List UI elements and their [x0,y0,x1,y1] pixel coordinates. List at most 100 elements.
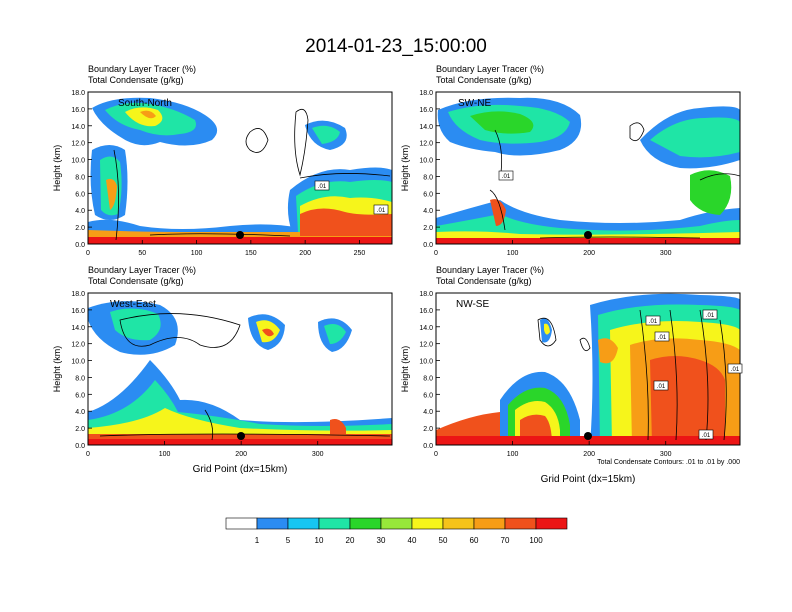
low-level [88,360,392,445]
x-tick-label: 100 [507,451,519,458]
contour-label: .01 [649,319,658,325]
x-axis: 0 100 200 300 [434,441,672,458]
low-level [436,170,740,244]
contour-label-box [373,204,389,215]
contour-label-box [727,363,743,374]
y-axis: 0.0 2.0 4.0 6.0 8.0 10.0 12.0 14.0 16.0 18.0 Heigh… [400,291,440,450]
contour-label: .01 [657,384,666,390]
contour-label-box [702,309,718,320]
x-axis: 0 50 100 150 200 250 [86,240,365,257]
y-axis-title: Height (km) [52,346,62,393]
colorbar-label: 30 [377,536,386,545]
panel-heading-condensate: Total Condensate (g/kg) [88,75,184,85]
tracer-field [436,92,740,244]
y-tick-label: 6.0 [75,392,85,399]
panel-sw-ne: Boundary Layer Tracer (%) Total Condensa… [400,64,741,257]
colorbar-label: 70 [501,536,510,545]
y-tick-label: 14.0 [71,325,85,332]
contour-label-box [498,170,514,181]
contour-label: .01 [658,335,667,341]
contour-labels: .01 [498,170,514,181]
x-tick-label: 100 [507,250,519,257]
colorbar-label: 5 [286,536,291,545]
colorbar-swatch [318,517,351,530]
panel-heading-tracer: Boundary Layer Tracer (%) [88,265,196,275]
x-axis: 0 100 200 300 [86,441,324,458]
x-axis-title: Grid Point (dx=15km) [541,474,636,485]
x-tick-label: 50 [138,250,146,257]
y-tick-label: 2.0 [423,225,433,232]
contour-label: .01 [502,174,511,180]
contour-label: .01 [731,367,740,373]
x-tick-label: 0 [434,451,438,458]
y-tick-label: 16.0 [419,308,433,315]
y-tick-label: 8.0 [75,174,85,181]
x-tick-label: 200 [583,250,595,257]
contour-label-box [698,429,714,440]
y-tick-label: 0.0 [423,443,433,450]
colorbar-swatch [349,517,382,530]
figure-title: 2014-01-23_15:00:00 [305,36,487,57]
location-marker [236,231,244,239]
x-tick-label: 250 [354,250,366,257]
contour-label-box [314,180,330,191]
y-tick-label: 0.0 [75,443,85,450]
colorbar-swatch [442,517,475,530]
low-level [436,412,740,445]
y-tick-label: 14.0 [419,325,433,332]
tracer-field [88,293,392,445]
tracer-field [436,293,740,445]
contour-label: .01 [318,184,327,190]
y-axis: 0.0 2.0 4.0 6.0 8.0 10.0 12.0 14.0 16.0 18.0 Heigh… [400,90,440,249]
contour-labels: .01 .01 .01 .01 .01 .01 [645,309,743,440]
column-left [90,145,128,220]
x-tick-label: 300 [660,250,672,257]
colorbar-swatch [225,517,258,530]
colorbar-swatch [287,517,320,530]
x-tick-label: 0 [434,250,438,257]
panel-nw-se: Boundary Layer Tracer (%) Total Condensa… [400,265,743,485]
colorbar-label: 40 [408,536,417,545]
y-tick-label: 16.0 [71,308,85,315]
y-tick-label: 2.0 [75,426,85,433]
x-tick-label: 0 [86,451,90,458]
condensate-contours [113,108,391,241]
contour-label-box [645,315,661,326]
colorbar-swatch [256,517,289,530]
x-tick-label: 300 [312,451,324,458]
y-tick-label: 10.0 [71,359,85,366]
y-tick-label: 14.0 [71,124,85,131]
panel-label: West-East [110,299,156,310]
y-tick-label: 8.0 [423,375,433,382]
y-tick-label: 16.0 [419,107,433,114]
x-tick-label: 200 [583,451,595,458]
panel-heading-tracer: Boundary Layer Tracer (%) [436,64,544,74]
colorbar-swatch [380,517,413,530]
mid-plume [500,318,580,445]
panel-heading-tracer: Boundary Layer Tracer (%) [88,64,196,74]
panel-label: South-North [118,98,172,109]
y-tick-label: 12.0 [419,342,433,349]
contour-label: .01 [377,208,386,214]
x-tick-label: 300 [660,451,672,458]
contour-footnote: Total Condensate Contours: .01 to .01 by… [597,459,740,466]
colorbar-label: 60 [470,536,479,545]
y-axis: 0.0 2.0 4.0 6.0 8.0 10.0 12.0 14.0 16.0 18.0 Heigh… [52,90,92,249]
y-tick-label: 4.0 [75,208,85,215]
y-tick-label: 10.0 [419,359,433,366]
location-marker [237,432,245,440]
y-tick-label: 2.0 [75,225,85,232]
y-tick-label: 4.0 [75,409,85,416]
plume-upper [437,97,740,169]
y-tick-label: 16.0 [71,107,85,114]
colorbar-label: 10 [315,536,324,545]
x-tick-label: 100 [191,250,203,257]
contour-label-box [653,380,669,391]
colorbar-label: 1 [255,536,260,545]
plume-upper-left [92,97,218,146]
y-tick-label: 18.0 [71,90,85,97]
y-axis-title: Height (km) [400,145,410,192]
y-tick-label: 6.0 [423,191,433,198]
panel-heading-condensate: Total Condensate (g/kg) [88,276,184,286]
